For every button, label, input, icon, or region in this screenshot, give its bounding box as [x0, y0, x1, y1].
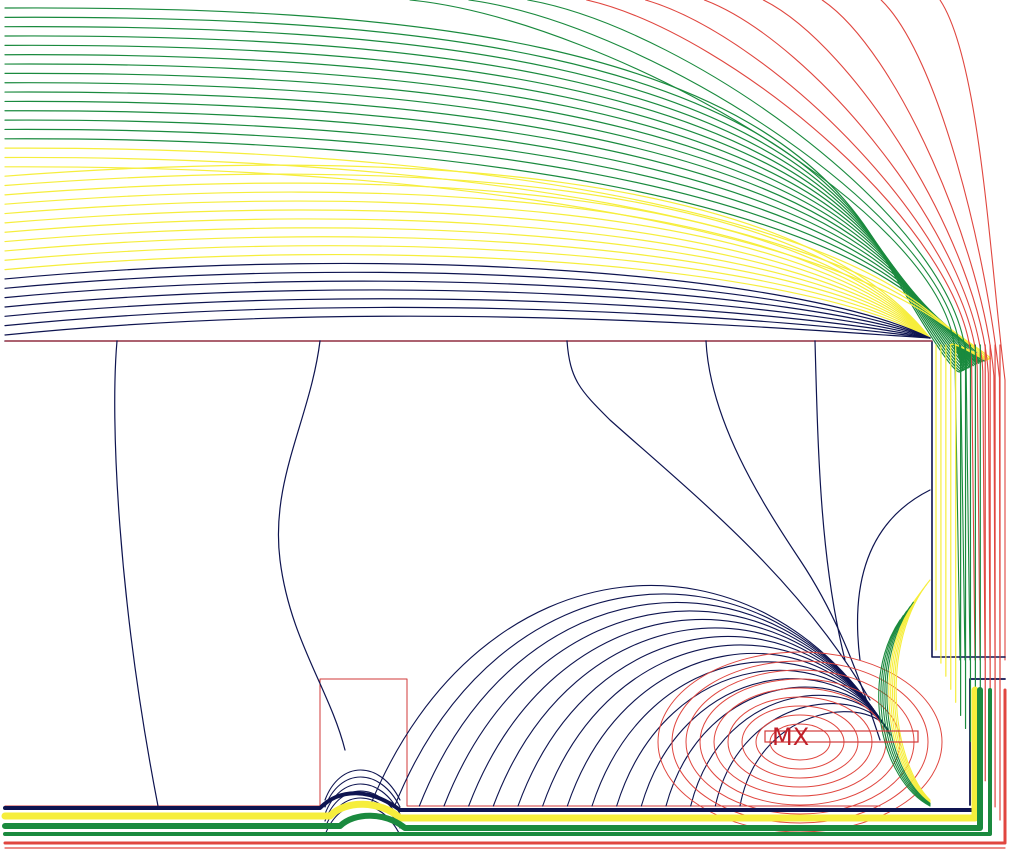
inner-field-line — [394, 593, 891, 807]
inner-field-line — [714, 702, 891, 807]
top-field-line — [4, 191, 931, 339]
inner-field-line — [468, 618, 891, 807]
top-field-line — [4, 91, 976, 366]
max-marker-label: MX — [772, 723, 809, 751]
outer-field-line — [703, 0, 986, 661]
inner-field-line — [443, 610, 891, 807]
top-field-line — [4, 306, 931, 339]
inner-field-line — [324, 776, 401, 808]
max-region-contour — [671, 660, 929, 824]
inner-field-line — [857, 489, 931, 661]
outer-field-line — [939, 0, 1006, 661]
outer-field-line — [762, 0, 991, 661]
inner-field-line — [369, 584, 891, 807]
top-field-line — [4, 26, 965, 371]
right-field-line — [878, 619, 931, 807]
right-field-line — [884, 606, 931, 805]
top-field-line — [4, 156, 989, 361]
top-field-line — [4, 236, 931, 339]
right-field-line — [882, 610, 931, 806]
top-field-line — [4, 182, 931, 339]
top-field-line — [4, 289, 931, 339]
top-field-lines — [4, 0, 1006, 661]
outer-field-line — [645, 0, 981, 661]
inner-field-line — [114, 340, 159, 807]
inner-field-line — [616, 669, 891, 807]
inner-field-line — [690, 694, 891, 807]
right-field-line — [886, 601, 931, 804]
right-field-line — [892, 588, 931, 802]
right-field-line — [888, 597, 931, 804]
bottom-field-bands — [1, 686, 1007, 849]
inner-field-line — [591, 661, 891, 807]
top-field-line — [4, 280, 931, 339]
right-field-line — [880, 615, 931, 806]
right-field-line — [890, 592, 931, 803]
inner-field-line — [814, 340, 846, 661]
max-marker-box — [764, 730, 919, 743]
inner-field-line — [566, 652, 891, 807]
inner-field-line — [492, 627, 891, 807]
top-field-line — [4, 100, 978, 365]
inner-field-line — [324, 783, 401, 815]
inner-field-line — [705, 340, 881, 741]
inner-field-line — [324, 769, 401, 801]
top-field-line — [4, 298, 931, 339]
outer-field-line — [586, 0, 976, 661]
right-field-line — [893, 583, 931, 802]
top-field-line — [4, 173, 931, 339]
top-field-line — [4, 253, 931, 339]
top-field-line — [4, 245, 931, 339]
bottom-band-red — [3, 688, 1007, 845]
top-field-line — [4, 200, 931, 339]
outer-field-line — [527, 0, 971, 661]
top-field-line — [4, 72, 973, 367]
top-field-line — [4, 271, 931, 339]
top-field-line — [4, 119, 982, 364]
inner-field-line — [542, 644, 891, 807]
bottom-band-navy — [3, 791, 977, 812]
top-field-line — [4, 164, 931, 339]
top-field-line — [4, 128, 984, 363]
top-field-line — [4, 227, 931, 339]
inner-field-line — [517, 635, 891, 807]
right-field-line — [895, 579, 931, 801]
inner-field-lines — [114, 340, 931, 836]
bottom-band-yellow — [1, 686, 979, 822]
top-field-line — [4, 262, 931, 339]
top-field-line — [4, 218, 931, 339]
bottom-band-green-outer — [3, 688, 992, 836]
outer-field-line — [409, 0, 961, 661]
inner-field-line — [277, 340, 346, 751]
outer-field-line — [468, 0, 966, 661]
outer-field-line — [821, 0, 996, 661]
top-field-line — [4, 209, 931, 339]
top-field-line — [4, 16, 964, 372]
outer-field-line — [880, 0, 1001, 661]
inner-field-line — [640, 678, 891, 807]
bottom-band-green — [2, 687, 983, 831]
inner-field-line — [566, 340, 871, 701]
top-field-line — [4, 315, 931, 339]
